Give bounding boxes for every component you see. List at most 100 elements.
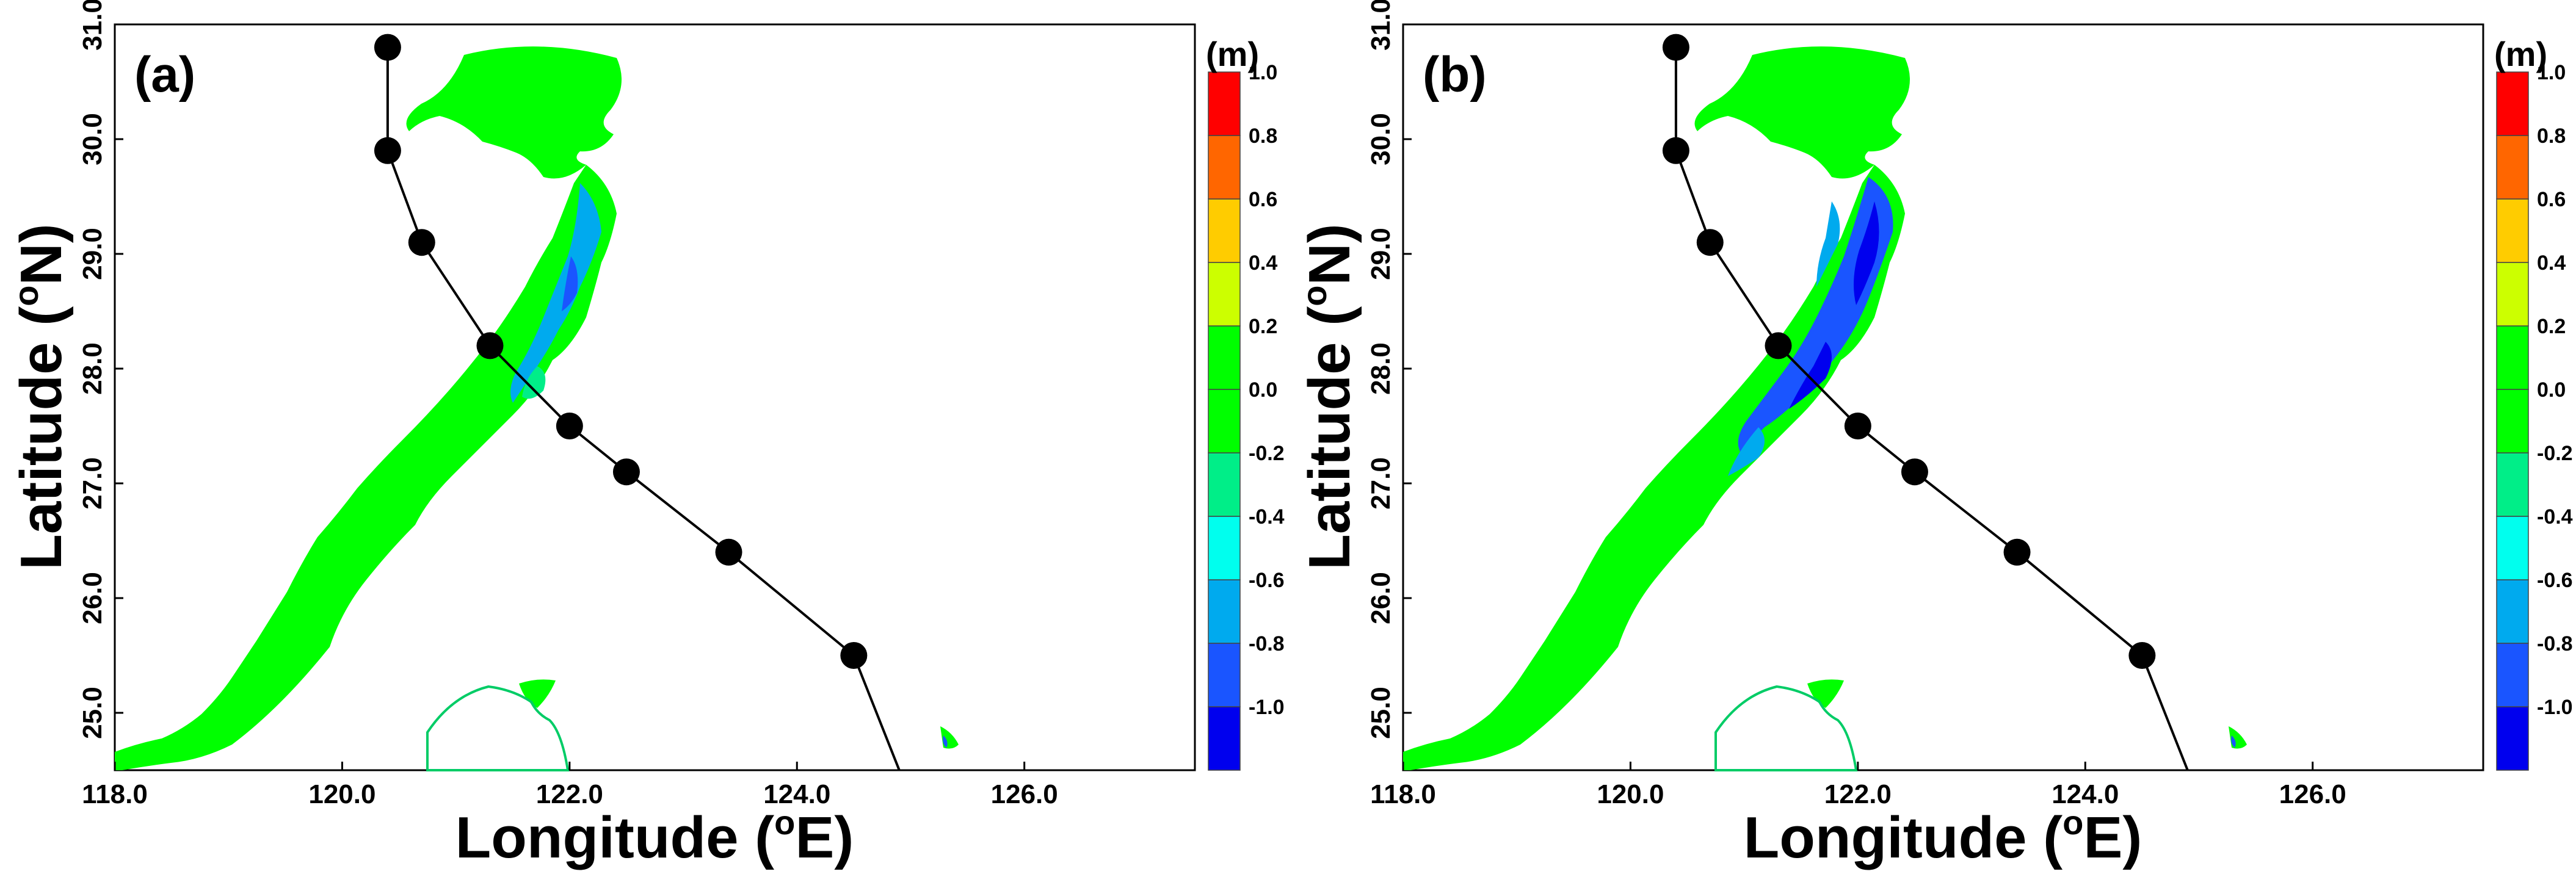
panel-a-colorbar-cell [1208, 706, 1241, 771]
panel-a-colorbar-label: 0.8 [1249, 125, 1277, 148]
panel-b-colorbar-cell [2496, 198, 2529, 263]
panel-a-xlabel-main: Longitude [455, 805, 739, 870]
panel-b-ylabel-degree: o [1295, 286, 1333, 306]
panel-a-colorbar-label: 0.4 [1249, 251, 1277, 275]
panel-a-colorbar-cell [1208, 71, 1241, 136]
panel-b-ytick-label: 27.0 [1366, 457, 1396, 510]
panel-a-colorbar-label: -0.4 [1249, 505, 1285, 529]
panel-b-track-markers [1662, 34, 2156, 669]
panel-a-colorbar-cell [1208, 135, 1241, 200]
panel-b-xlabel: Longitude (oE) [1744, 803, 2142, 870]
panel-b-track-marker [1765, 332, 1792, 359]
panel-b-colorbar-cell [2496, 579, 2529, 644]
panel-a-colorbar-cell [1208, 452, 1241, 517]
panel-b-colorbar-label: 1.0 [2537, 61, 2566, 84]
panel-b-ylabel-main: Latitude [1297, 342, 1362, 569]
panel-b-colorbar-cell [2496, 325, 2529, 390]
panel-b-colorbar: -1.0 -0.8 -0.6 -0.4 -0.2 0.0 0.2 0.4 0.6 0.8 1.0 [2496, 61, 2573, 771]
panel-b-colorbar-cell [2496, 262, 2529, 327]
panel-a-xtick-label: 122.0 [536, 779, 603, 809]
panel-b-colorbar-label: 0.6 [2537, 188, 2566, 211]
panel-b-colorbar-cell [2496, 71, 2529, 136]
panel-a-xticks: 118.0 120.0 122.0 124.0 126.0 [82, 762, 1058, 809]
panel-a-ytick-label: 28.0 [78, 342, 107, 395]
panel-b-xtick-label: 120.0 [1597, 779, 1664, 809]
panel-a-colorbar-cell [1208, 643, 1241, 707]
panel-a-colorbar-label: -0.6 [1249, 569, 1285, 592]
panel-b-track-marker [2128, 642, 2156, 669]
panel-a-field [115, 46, 959, 771]
panel-b-xlabel-main: Longitude [1744, 805, 2027, 870]
panel-b-yticks: 25.0 26.0 27.0 28.0 29.0 30.0 31.0 [1366, 0, 1412, 739]
panel-a-colorbar-label: 0.6 [1249, 188, 1277, 211]
panel-a-colorbar-cell [1208, 198, 1241, 263]
panel-a-track-marker [476, 332, 504, 359]
panel-a-colorbar-cell [1208, 579, 1241, 644]
panel-b-track [1662, 34, 2189, 771]
panel-a-colorbar-label: 1.0 [1249, 61, 1277, 84]
panel-a-track-marker [715, 538, 742, 566]
panel-b-ytick-label: 30.0 [1366, 113, 1396, 165]
panel-a-yticks: 25.0 26.0 27.0 28.0 29.0 30.0 31.0 [78, 0, 123, 739]
panel-a-track [374, 34, 901, 771]
panel-a-ylabel-unit: N [9, 243, 74, 285]
panel-a-track-marker [374, 34, 401, 61]
panel-a-track-marker [840, 642, 868, 669]
panel-a-ytick-label: 27.0 [78, 457, 107, 510]
panel-b-colorbar-cell [2496, 389, 2529, 453]
panel-b-colorbar-cell [2496, 706, 2529, 771]
panel-b-xtick-label: 118.0 [1370, 779, 1436, 809]
panel-a-ylabel: Latitude (oN) [7, 223, 74, 569]
panel-b-colorbar-label: 0.8 [2537, 125, 2566, 148]
panel-a-colorbar-cell [1208, 516, 1241, 580]
panel-a-ytick-label: 30.0 [78, 113, 107, 165]
panel-b-xtick-label: 122.0 [1824, 779, 1892, 809]
panel-b-track-marker [1696, 229, 1724, 256]
panel-b-ylabel-unit: N [1297, 243, 1362, 285]
panel-a-xtick-label: 120.0 [308, 779, 376, 809]
panel-a-colorbar-label: 0.0 [1249, 378, 1277, 402]
panel-a-ytick-label: 26.0 [78, 572, 107, 624]
panel-b-ytick-label: 29.0 [1366, 228, 1396, 280]
panel-a-colorbar-cell [1208, 262, 1241, 327]
panel-a-xlabel-unit: E [795, 805, 834, 870]
panel-a-colorbar-label: -0.2 [1249, 442, 1285, 465]
panel-b-colorbar-cell [2496, 135, 2529, 200]
panel-b-xlabel-degree: o [2063, 803, 2083, 842]
panel-b-colorbar-cell [2496, 516, 2529, 580]
panel-a-colorbar-label: 0.2 [1249, 315, 1277, 338]
panel-b-colorbar-label: 0.2 [2537, 315, 2566, 338]
panel-a-ylabel-degree: o [7, 286, 45, 306]
panel-b-colorbar-unit: (m) [2494, 35, 2547, 73]
panel-b-xtick-label: 126.0 [2279, 779, 2346, 809]
panel-a-colorbar-unit: (m) [1206, 35, 1259, 73]
panel-a-ytick-label: 25.0 [78, 687, 107, 739]
panel-b-track-marker [1662, 34, 1689, 61]
panel-a-colorbar: -1.0 -0.8 -0.6 -0.4 -0.2 0.0 0.2 0.4 0.6 0.8 1.0 [1208, 61, 1285, 771]
panel-b: (b) 118.0 120.0 122.0 124.0 126.0 25.0 26.0 27… [1295, 0, 2573, 870]
panel-b-ytick-label: 25.0 [1366, 687, 1396, 739]
panel-a-ytick-label: 29.0 [78, 228, 107, 280]
panel-b-colorbar-cell [2496, 452, 2529, 517]
panel-b-ylabel: Latitude (oN) [1295, 223, 1362, 569]
panel-b-track-marker [1844, 413, 1871, 439]
panel-a-track-marker [612, 458, 640, 486]
panel-a-colorbar-label: -1.0 [1249, 696, 1285, 719]
panel-b-track-marker [1901, 458, 1928, 486]
panel-a-xtick-label: 124.0 [763, 779, 830, 809]
panel-a-ytick-label: 31.0 [78, 0, 107, 51]
panel-b-colorbar-label: -0.6 [2537, 569, 2573, 592]
panel-a-track-marker [556, 413, 583, 439]
panel-b-colorbar-label: -0.8 [2537, 632, 2573, 655]
panel-a-track-marker [408, 229, 435, 256]
panel-a-track-marker [374, 137, 401, 164]
panel-a-label: (a) [134, 47, 195, 103]
panel-b-ytick-label: 26.0 [1366, 572, 1396, 624]
panel-b-ytick-label: 28.0 [1366, 342, 1396, 395]
panel-a-colorbar-label: -0.8 [1249, 632, 1285, 655]
panel-a: (a) 118.0 120.0 122.0 124.0 126.0 25.0 26.0 27… [7, 0, 1285, 870]
panel-b-colorbar-cell [2496, 643, 2529, 707]
panel-b-track-marker [1662, 137, 1689, 164]
panel-b-xlabel-unit: E [2083, 805, 2122, 870]
